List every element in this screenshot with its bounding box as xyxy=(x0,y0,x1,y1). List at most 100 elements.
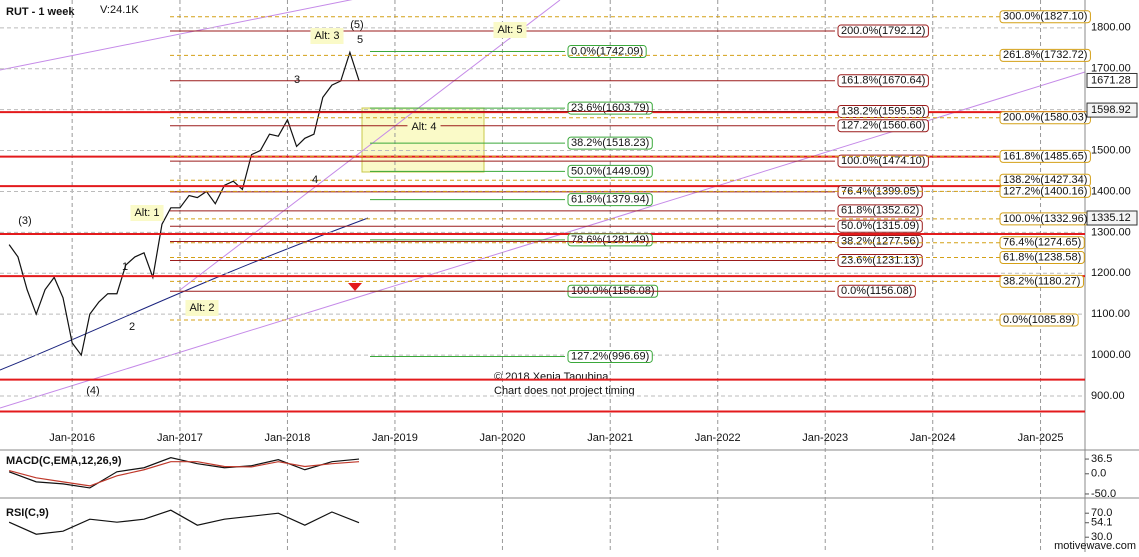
price-tag xyxy=(1086,210,1138,226)
fib-label-box xyxy=(999,10,1091,24)
wave-label: Alt: 1 xyxy=(134,207,159,219)
wave-label: (4) xyxy=(86,385,99,397)
fib-label-box xyxy=(837,284,916,298)
fib-label-box xyxy=(837,104,929,118)
target-marker xyxy=(348,283,362,291)
label-box xyxy=(185,300,219,316)
x-tick-label: Jan-2024 xyxy=(910,432,956,444)
fib-label: 78.6%(1281.49) xyxy=(571,234,649,246)
y-tick-label: 70.0 xyxy=(1091,507,1112,519)
fib-label-box xyxy=(567,349,653,363)
fib-label-box xyxy=(999,184,1091,198)
label-box xyxy=(130,205,164,221)
x-tick-label: Jan-2023 xyxy=(802,432,848,444)
y-tick-label: 1700.00 xyxy=(1091,63,1131,75)
fib-label-box xyxy=(837,74,929,88)
fib-label: 261.8%(1732.72) xyxy=(1003,49,1087,61)
fib-label: 50.0%(1315.09) xyxy=(841,220,919,232)
fib-label-box xyxy=(567,233,653,247)
label-box xyxy=(493,22,527,38)
fib-label-box xyxy=(567,136,653,150)
fib-label: 161.8%(1485.65) xyxy=(1003,150,1087,162)
y-tick-label: 36.5 xyxy=(1091,453,1112,465)
panel-title: MACD(C,EMA,12,26,9) xyxy=(6,455,122,467)
fib-label: 38.2%(1518.23) xyxy=(571,137,649,149)
y-tick-label: 1300.00 xyxy=(1091,226,1131,238)
label-box xyxy=(310,28,344,44)
fib-label: 138.2%(1595.58) xyxy=(841,105,925,117)
y-tick-label: 900.00 xyxy=(1091,390,1125,402)
fib-label: 38.2%(1180.27) xyxy=(1003,275,1080,287)
y-tick-label: 1200.00 xyxy=(1091,267,1131,279)
panel-title: RSI(C,9) xyxy=(6,507,49,519)
wave-label: (5) xyxy=(350,19,363,31)
fib-label: 200.0%(1580.03) xyxy=(1003,112,1087,124)
fib-label-box xyxy=(837,235,923,249)
y-tick-label: -50.0 xyxy=(1091,488,1116,500)
copyright: © 2018 Xenia Taoubina xyxy=(494,371,609,383)
line xyxy=(8,50,360,357)
fib-label-box xyxy=(837,119,929,133)
y-tick-label: 1800.00 xyxy=(1091,22,1131,34)
x-tick-label: Jan-2022 xyxy=(695,432,741,444)
label-box xyxy=(407,119,441,135)
moving-average xyxy=(0,217,369,371)
fib-label: 127.2%(1560.60) xyxy=(841,120,925,132)
line xyxy=(8,461,360,487)
y-tick-label: 54.1 xyxy=(1091,517,1112,529)
fib-label-box xyxy=(567,45,647,59)
wave-label: (3) xyxy=(18,215,31,227)
fib-label-box xyxy=(999,313,1079,327)
fib-label: 76.4%(1274.65) xyxy=(1003,237,1081,249)
fib-label: 0.0%(1742.09) xyxy=(571,45,643,57)
fib-label-box xyxy=(999,236,1085,250)
fib-label: 127.2%(996.69) xyxy=(571,350,649,362)
fib-label-box xyxy=(837,24,929,38)
fib-label-box xyxy=(999,149,1091,163)
line xyxy=(8,509,360,535)
price-tag-label: 1671.28 xyxy=(1091,74,1131,86)
fib-label-box xyxy=(999,250,1085,264)
fib-label-box xyxy=(999,111,1091,125)
fib-label: 127.2%(1400.16) xyxy=(1003,185,1087,197)
chart-title: RUT - 1 week xyxy=(6,6,75,18)
y-tick-label: 0.0 xyxy=(1091,468,1106,480)
y-tick-label: 1000.00 xyxy=(1091,349,1131,361)
fib-label: 61.8%(1238.58) xyxy=(1003,251,1081,263)
fib-label-box xyxy=(837,204,923,218)
line xyxy=(8,457,360,489)
fib-label: 0.0%(1085.89) xyxy=(1003,314,1075,326)
note: Chart does not project timing xyxy=(494,385,635,397)
x-tick-label: Jan-2020 xyxy=(480,432,526,444)
fib-label: 161.8%(1670.64) xyxy=(841,75,925,87)
fib-label: 100.0%(1332.96) xyxy=(1003,213,1087,225)
wave-label: Alt: 5 xyxy=(497,24,522,36)
fib-label: 61.8%(1352.62) xyxy=(841,205,919,217)
fib-label-box xyxy=(999,274,1084,288)
x-tick-label: Jan-2025 xyxy=(1018,432,1064,444)
wave-label: 3 xyxy=(294,74,300,86)
fib-label: 300.0%(1827.10) xyxy=(1003,11,1087,23)
fib-label: 0.0%(1156.08) xyxy=(841,285,912,297)
wave-label: Alt: 4 xyxy=(411,121,436,133)
x-tick-label: Jan-2019 xyxy=(372,432,418,444)
fib-label-box xyxy=(837,219,923,233)
fib-label: 23.6%(1603.79) xyxy=(571,102,649,114)
y-tick-label: 30.0 xyxy=(1091,531,1112,543)
price-tag-label: 1598.92 xyxy=(1091,104,1131,116)
wave-label: 5 xyxy=(357,34,363,46)
volume-label: V:24.1K xyxy=(100,4,139,16)
price-tag xyxy=(1086,72,1138,88)
fib-label: 61.8%(1379.94) xyxy=(571,194,649,206)
wave-label: Alt: 2 xyxy=(189,302,214,314)
fib-label-box xyxy=(567,164,653,178)
footer: motivewave.com xyxy=(1054,540,1136,552)
fib-label-box xyxy=(567,193,653,207)
channel-line xyxy=(0,0,353,71)
fib-label: 38.2%(1277.56) xyxy=(841,235,919,247)
x-tick-label: Jan-2016 xyxy=(49,432,95,444)
fib-label: 23.6%(1231.13) xyxy=(841,254,919,266)
fib-label-box xyxy=(999,48,1091,62)
x-tick-label: Jan-2021 xyxy=(587,432,633,444)
